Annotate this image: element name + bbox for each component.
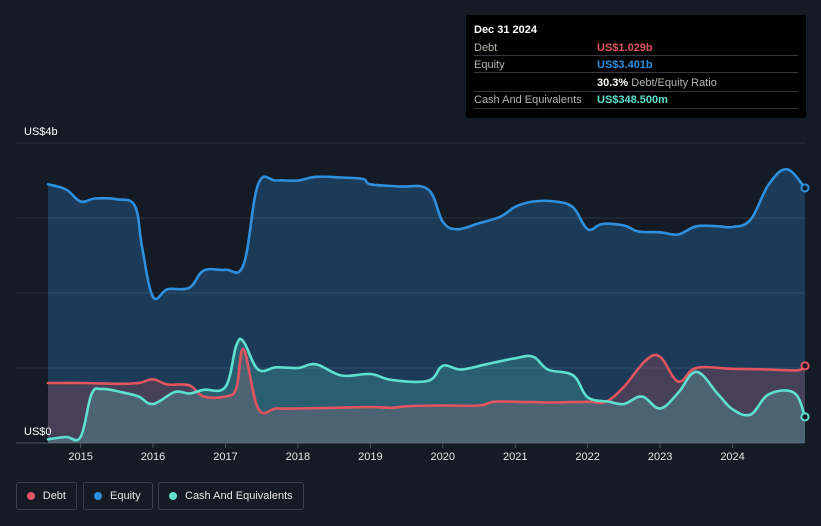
- tooltip-row-debt: Debt US$1.029b: [466, 40, 806, 57]
- legend-item-debt[interactable]: Debt: [16, 482, 77, 510]
- x-tick-label: 2017: [213, 451, 237, 463]
- cash-dot-icon: [169, 492, 177, 500]
- x-tick-label: 2019: [358, 451, 382, 463]
- equity-area: [48, 169, 805, 443]
- series-lines: [46, 167, 807, 442]
- cash-line: [46, 337, 807, 442]
- end-markers: [800, 183, 810, 422]
- legend-cash-label: Cash And Equivalents: [185, 490, 293, 502]
- tooltip-row-equity: Equity US$3.401b: [466, 57, 806, 74]
- debt-end-marker: [800, 361, 810, 371]
- debt-area: [48, 349, 805, 443]
- tooltip-ratio-label: Debt/Equity Ratio: [631, 77, 717, 89]
- tooltip-ratio-value: 30.3%: [597, 77, 629, 89]
- x-tick-label: 2018: [286, 451, 310, 463]
- x-tick-label: 2021: [503, 451, 527, 463]
- tooltip-cash-value: US$348.500m: [597, 94, 668, 106]
- x-tick-label: 2020: [431, 451, 455, 463]
- cash-area: [48, 338, 805, 443]
- legend-item-cash[interactable]: Cash And Equivalents: [158, 482, 304, 510]
- tooltip-row-cash: Cash And Equivalents US$348.500m: [466, 92, 806, 109]
- tooltip-panel: Dec 31 2024 Debt US$1.029b Equity US$3.4…: [466, 15, 806, 118]
- cash-end-marker: [800, 412, 810, 422]
- equity-dot-icon: [94, 492, 102, 500]
- tooltip-divider: [474, 55, 798, 56]
- legend-debt-label: Debt: [42, 490, 66, 502]
- tooltip-ratio: 30.3% Debt/Equity Ratio: [597, 77, 717, 89]
- debt-dot-icon: [27, 492, 35, 500]
- tooltip-equity-label: Equity: [474, 59, 505, 71]
- equity-line: [46, 167, 807, 301]
- tooltip-cash-label: Cash And Equivalents: [474, 94, 582, 106]
- y-axis-bottom-label: US$0: [24, 426, 52, 438]
- x-tick-label: 2023: [648, 451, 672, 463]
- y-axis-top-label: US$4b: [24, 126, 58, 138]
- tooltip-divider: [474, 108, 798, 109]
- tooltip-equity-value: US$3.401b: [597, 59, 653, 71]
- legend-equity-label: Equity: [110, 490, 141, 502]
- debt-line: [46, 347, 807, 415]
- grid-lines: [16, 142, 805, 444]
- x-tick-label: 2022: [575, 451, 599, 463]
- tooltip-row-ratio: 30.3% Debt/Equity Ratio: [466, 75, 806, 92]
- x-tick-label: 2016: [141, 451, 165, 463]
- x-axis: 2015 2016 2017 2018 2019 2020 2021 2022 2023 2024: [68, 443, 745, 463]
- legend-item-equity[interactable]: Equity: [83, 482, 153, 510]
- tooltip-divider: [474, 91, 798, 92]
- tooltip-date: Dec 31 2024: [474, 24, 537, 36]
- tooltip-divider: [474, 72, 798, 73]
- series-areas: [48, 169, 805, 443]
- tooltip-debt-value: US$1.029b: [597, 42, 653, 54]
- x-tick-label: 2015: [68, 451, 92, 463]
- x-tick-label: 2024: [720, 451, 744, 463]
- tooltip-debt-label: Debt: [474, 42, 498, 54]
- equity-end-marker: [800, 183, 810, 193]
